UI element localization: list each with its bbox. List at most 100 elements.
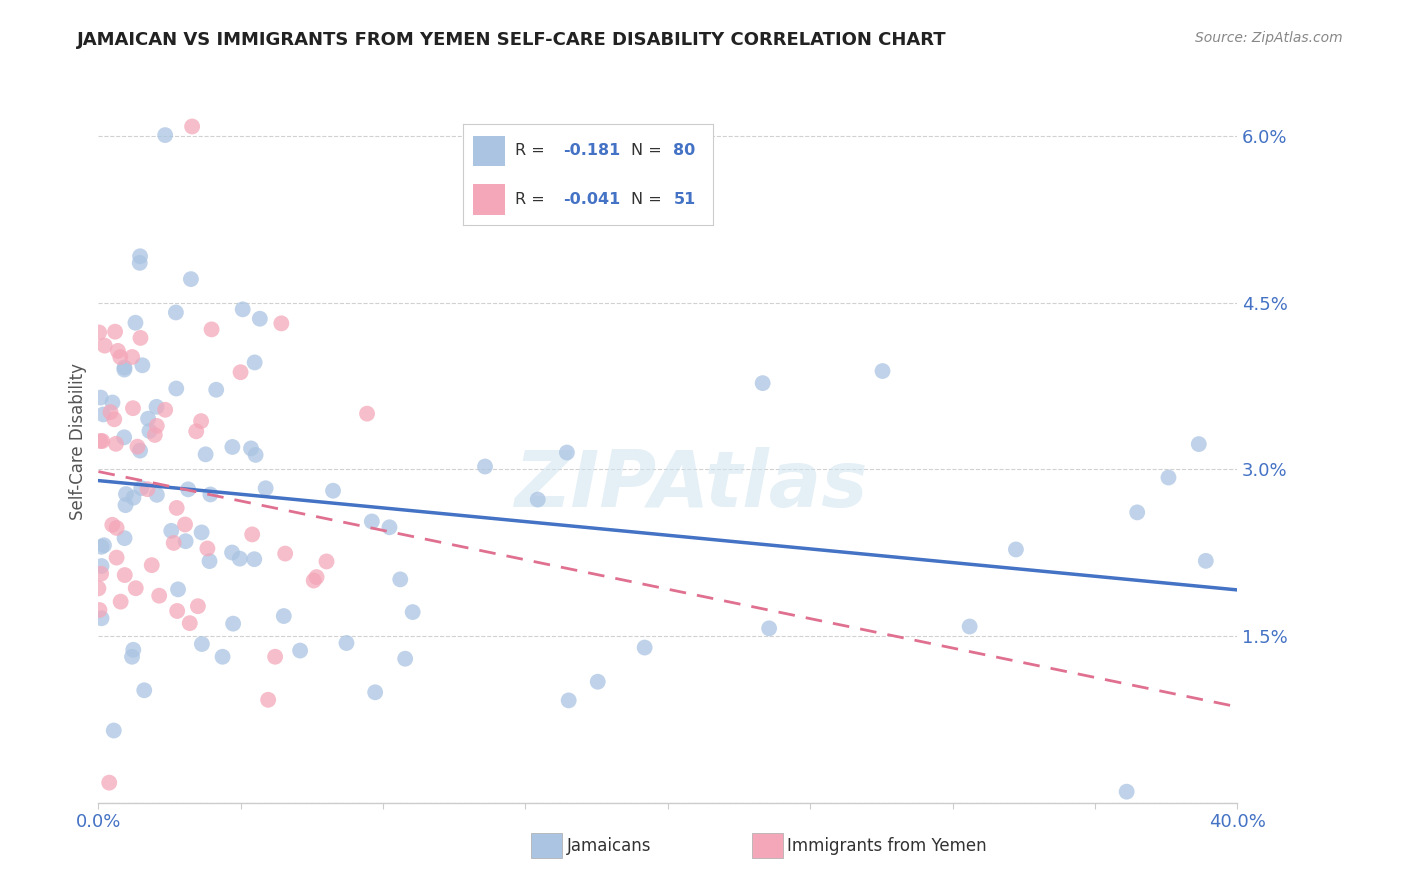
Point xyxy=(89,326,111,340)
Point xyxy=(141,558,163,573)
Point xyxy=(222,616,245,631)
Text: Source: ZipAtlas.com: Source: ZipAtlas.com xyxy=(1195,31,1343,45)
Point xyxy=(229,551,252,566)
Point xyxy=(335,636,357,650)
Point xyxy=(166,500,188,515)
Point xyxy=(1188,437,1211,451)
Point xyxy=(1157,470,1180,484)
Point xyxy=(90,559,112,574)
Point xyxy=(200,487,222,501)
Point xyxy=(121,649,143,664)
Point xyxy=(190,414,212,428)
Point xyxy=(134,683,156,698)
Point xyxy=(148,589,170,603)
Point xyxy=(125,581,148,595)
Point xyxy=(270,317,292,331)
Point xyxy=(104,437,127,451)
Point xyxy=(174,534,197,549)
Point xyxy=(100,405,122,419)
Point xyxy=(179,616,201,631)
Point xyxy=(114,360,136,375)
Point xyxy=(322,483,344,498)
Point xyxy=(93,338,115,352)
Point xyxy=(101,517,124,532)
Point xyxy=(87,582,110,596)
Point xyxy=(180,272,202,286)
Point xyxy=(302,574,325,588)
Point xyxy=(98,775,121,789)
Point xyxy=(129,331,152,345)
Point xyxy=(959,619,981,633)
Point xyxy=(110,595,132,609)
Point xyxy=(136,482,159,496)
Point xyxy=(211,649,233,664)
Point xyxy=(90,611,112,625)
Point xyxy=(526,492,548,507)
Point xyxy=(221,545,243,559)
Point xyxy=(187,599,209,614)
Y-axis label: Self-Care Disability: Self-Care Disability xyxy=(69,363,87,520)
Point xyxy=(105,521,128,535)
Point xyxy=(243,355,266,369)
Point xyxy=(93,538,115,552)
Point xyxy=(124,316,146,330)
Point xyxy=(254,481,277,495)
Point xyxy=(364,685,387,699)
Point xyxy=(174,517,197,532)
Text: Jamaicans: Jamaicans xyxy=(567,837,651,855)
Point xyxy=(315,554,337,568)
Point xyxy=(129,249,152,263)
Point xyxy=(356,407,378,421)
Point xyxy=(166,604,188,618)
Point xyxy=(751,376,773,391)
Point xyxy=(305,570,328,584)
Point xyxy=(402,605,425,619)
Point xyxy=(114,531,136,545)
Point xyxy=(194,447,217,461)
Point xyxy=(89,603,111,617)
Point xyxy=(115,487,138,501)
Point xyxy=(101,395,124,409)
Text: Immigrants from Yemen: Immigrants from Yemen xyxy=(787,837,987,855)
Point xyxy=(167,582,190,597)
Point xyxy=(165,305,187,319)
Point xyxy=(122,642,145,657)
Point xyxy=(394,651,416,665)
Point xyxy=(177,483,200,497)
Point xyxy=(240,527,263,541)
Point xyxy=(121,350,143,364)
Point xyxy=(129,443,152,458)
Point xyxy=(288,643,311,657)
Point xyxy=(114,568,136,582)
Text: ZIPAtlas: ZIPAtlas xyxy=(513,447,868,523)
Point xyxy=(273,609,295,624)
Point xyxy=(274,547,297,561)
Point xyxy=(249,311,271,326)
Point xyxy=(229,365,252,379)
Point xyxy=(240,442,263,456)
Point xyxy=(1115,785,1137,799)
Point xyxy=(555,445,578,459)
Point xyxy=(389,573,412,587)
Point xyxy=(190,525,212,540)
Point xyxy=(105,550,128,565)
Point xyxy=(1126,505,1149,519)
Point xyxy=(91,434,114,448)
Point xyxy=(264,649,287,664)
Point xyxy=(557,693,579,707)
Text: JAMAICAN VS IMMIGRANTS FROM YEMEN SELF-CARE DISABILITY CORRELATION CHART: JAMAICAN VS IMMIGRANTS FROM YEMEN SELF-C… xyxy=(77,31,948,49)
Point xyxy=(143,428,166,442)
Point xyxy=(378,520,401,534)
Point xyxy=(1195,554,1218,568)
Point xyxy=(90,566,112,581)
Point xyxy=(138,424,160,438)
Point xyxy=(89,434,111,448)
Point xyxy=(181,120,204,134)
Point xyxy=(128,256,150,270)
Point xyxy=(104,325,127,339)
Point xyxy=(146,488,169,502)
Point xyxy=(91,408,114,422)
Point xyxy=(198,554,221,568)
Point xyxy=(163,536,186,550)
Point xyxy=(872,364,894,378)
